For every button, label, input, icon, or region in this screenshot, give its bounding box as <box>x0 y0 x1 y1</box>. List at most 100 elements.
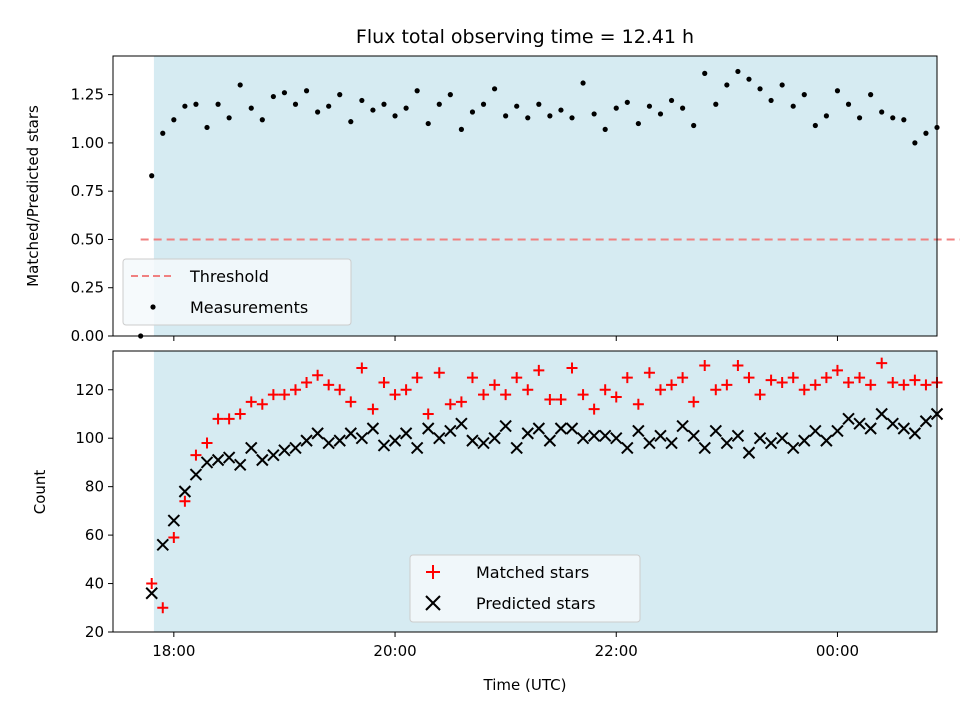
point-1-2-23 <box>399 427 413 440</box>
point-0-0-7 <box>215 101 221 107</box>
point-0-0-26 <box>425 120 431 127</box>
point-1-0-22 <box>389 389 401 401</box>
point-1-2-64 <box>853 417 866 430</box>
point-0-0-11 <box>259 117 265 123</box>
point-1-0-49 <box>688 396 700 408</box>
point-1-0-59 <box>798 384 810 396</box>
x-tick-label: 20:00 <box>373 642 416 660</box>
ratio-y-ticks: 0.00 0.25 0.50 0.75 1.00 1.25 <box>71 86 113 345</box>
point-1-2-9 <box>245 441 258 455</box>
point-1-2-24 <box>410 441 424 455</box>
point-0-0-61 <box>812 122 818 129</box>
point-1-0-15 <box>312 369 324 381</box>
point-0-0-71 <box>923 130 929 136</box>
point-0-0-46 <box>646 103 653 109</box>
y-tick-label: 0.00 <box>71 327 104 345</box>
point-0-0-39 <box>569 115 575 121</box>
point-1-0-13 <box>289 384 301 396</box>
point-0-0-47 <box>657 111 664 117</box>
point-1-2-63 <box>842 412 855 426</box>
point-1-2-67 <box>886 417 899 430</box>
point-0-0-6 <box>204 124 210 131</box>
point-1-2-38 <box>565 422 579 435</box>
x-tick-label: 00:00 <box>816 642 859 660</box>
ratio-legend: Threshold Measurements <box>122 258 352 326</box>
point-1-0-68 <box>898 379 910 391</box>
count-panel-frame <box>112 350 938 633</box>
point-1-2-5 <box>200 456 214 469</box>
point-1-0-29 <box>466 372 478 384</box>
point-0-0-42 <box>602 126 608 132</box>
point-1-2-65 <box>864 422 877 435</box>
point-0-0-44 <box>624 99 630 105</box>
x-tick-label: 22:00 <box>595 642 638 660</box>
point-0-0-24 <box>403 105 409 111</box>
point-1-2-7 <box>222 451 236 464</box>
ratio-legend-box <box>122 258 352 326</box>
point-0-0-66 <box>868 92 874 98</box>
count-legend-box <box>409 554 641 623</box>
point-1-2-45 <box>643 436 656 450</box>
point-1-0-8 <box>234 408 246 420</box>
x-axis-label: Time (UTC) <box>483 676 567 694</box>
point-0-0-17 <box>326 103 332 109</box>
point-0-0-65 <box>856 115 863 121</box>
point-1-0-21 <box>378 376 390 388</box>
point-1-2-59 <box>798 434 811 447</box>
point-1-0-67 <box>887 376 899 388</box>
point-1-2-60 <box>809 424 822 438</box>
point-0-0-10 <box>248 105 254 111</box>
point-1-2-0 <box>145 587 158 600</box>
point-1-2-37 <box>554 422 568 435</box>
point-1-0-28 <box>455 396 467 408</box>
point-1-0-70 <box>920 379 932 391</box>
point-1-2-54 <box>742 446 756 459</box>
point-0-0-28 <box>447 92 453 98</box>
point-1-0-33 <box>511 372 523 384</box>
point-0-0-22 <box>381 101 387 107</box>
point-1-0-37 <box>555 393 567 405</box>
point-0-0-31 <box>480 101 487 107</box>
point-1-2-34 <box>521 427 534 440</box>
point-0-0-2 <box>160 130 166 136</box>
point-1-2-40 <box>587 429 601 442</box>
point-1-0-14 <box>301 376 313 388</box>
point-0-0-27 <box>436 101 442 107</box>
point-1-0-69 <box>909 374 921 386</box>
point-0-0-45 <box>635 120 641 127</box>
point-0-0-41 <box>591 111 597 117</box>
point-1-2-52 <box>720 436 734 450</box>
point-1-0-45 <box>643 367 655 379</box>
point-1-2-27 <box>444 424 457 438</box>
point-0-0-64 <box>845 101 852 107</box>
point-1-0-31 <box>489 379 501 391</box>
point-0-0-5 <box>193 101 199 107</box>
point-1-0-4 <box>190 449 202 461</box>
point-1-0-30 <box>478 389 490 401</box>
y-tick-label: 100 <box>75 429 104 447</box>
point-1-2-53 <box>731 429 745 442</box>
ratio-x-ticks <box>173 336 838 341</box>
point-1-2-19 <box>355 431 369 445</box>
point-0-0-34 <box>514 103 520 109</box>
point-1-0-41 <box>599 384 611 396</box>
point-0-0-20 <box>359 97 365 104</box>
point-1-0-58 <box>787 372 799 384</box>
point-1-2-8 <box>233 458 247 472</box>
point-1-0-51 <box>710 384 722 396</box>
point-0-0-67 <box>879 109 885 115</box>
point-1-0-3 <box>179 495 191 507</box>
point-0-0-38 <box>558 107 564 113</box>
point-1-2-70 <box>919 415 933 428</box>
point-0-0-40 <box>580 80 586 86</box>
point-0-0-21 <box>370 107 376 113</box>
point-1-0-0 <box>146 578 158 590</box>
point-1-0-32 <box>500 389 512 401</box>
point-1-2-10 <box>256 453 269 467</box>
y-tick-label: 80 <box>85 478 104 496</box>
point-0-0-14 <box>292 101 299 107</box>
point-0-0-32 <box>491 86 498 92</box>
point-1-0-7 <box>223 413 235 425</box>
point-1-2-2 <box>167 514 181 527</box>
predicted-legend-label: Predicted stars <box>476 594 596 613</box>
